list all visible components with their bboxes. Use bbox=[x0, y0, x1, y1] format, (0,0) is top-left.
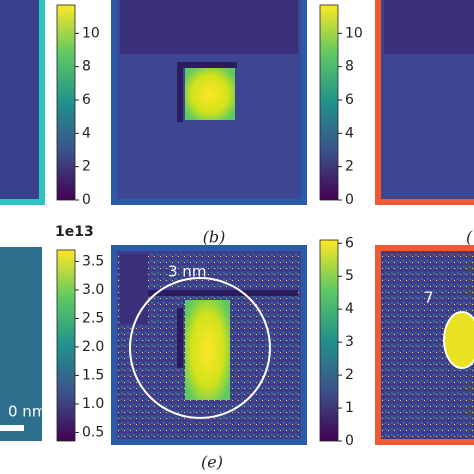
tick-label: 0 bbox=[345, 192, 354, 208]
tick-label: 10 bbox=[82, 25, 100, 41]
annotation: 3 nm bbox=[168, 263, 206, 281]
annotation: 0 nm bbox=[8, 403, 46, 421]
tick-label: 1.5 bbox=[82, 367, 104, 383]
tick-label: 4 bbox=[345, 301, 354, 317]
region bbox=[384, 0, 474, 54]
scale-bar bbox=[0, 425, 24, 431]
offset-label: 1e13 bbox=[55, 224, 94, 240]
circle bbox=[129, 277, 271, 419]
tick-label: 5 bbox=[345, 268, 354, 284]
tick-label: 2 bbox=[345, 159, 354, 175]
colorbar bbox=[319, 239, 339, 442]
image-d bbox=[0, 247, 42, 441]
tick-label: 6 bbox=[82, 92, 91, 108]
tick-label: 3 bbox=[345, 334, 354, 350]
tick-label: 2 bbox=[82, 159, 91, 175]
region bbox=[120, 0, 298, 54]
circle bbox=[443, 311, 474, 369]
tick-label: 6 bbox=[345, 235, 354, 251]
region bbox=[120, 254, 148, 324]
colorbar bbox=[56, 4, 76, 201]
mark bbox=[177, 62, 237, 68]
colorbar bbox=[56, 249, 76, 442]
tick-label: 10 bbox=[345, 25, 363, 41]
tick-label: 3.0 bbox=[82, 282, 104, 298]
annotation: 7 bbox=[424, 289, 434, 307]
tick-label: 8 bbox=[82, 59, 91, 75]
tick-label: 8 bbox=[345, 59, 354, 75]
image-a bbox=[0, 0, 45, 205]
panel-label: (b) bbox=[203, 228, 226, 247]
tick-label: 4 bbox=[82, 125, 91, 141]
tick-label: 4 bbox=[345, 125, 354, 141]
colorbar bbox=[319, 4, 339, 201]
tick-label: 2.5 bbox=[82, 310, 104, 326]
tick-label: 2 bbox=[345, 367, 354, 383]
tick-label: 0 bbox=[345, 433, 354, 449]
mark bbox=[177, 308, 183, 368]
tick-label: 1.0 bbox=[82, 396, 104, 412]
hotspot bbox=[185, 300, 230, 400]
mark bbox=[177, 62, 183, 122]
mark bbox=[148, 290, 298, 296]
panel-label: ( bbox=[466, 228, 473, 247]
tick-label: 6 bbox=[345, 92, 354, 108]
tick-label: 3.5 bbox=[82, 253, 104, 269]
panel-label: (e) bbox=[201, 453, 223, 472]
tick-label: 0 bbox=[82, 192, 91, 208]
tick-label: 0.5 bbox=[82, 424, 104, 440]
tick-label: 1 bbox=[345, 400, 354, 416]
tick-label: 2.0 bbox=[82, 339, 104, 355]
hotspot bbox=[185, 68, 235, 120]
